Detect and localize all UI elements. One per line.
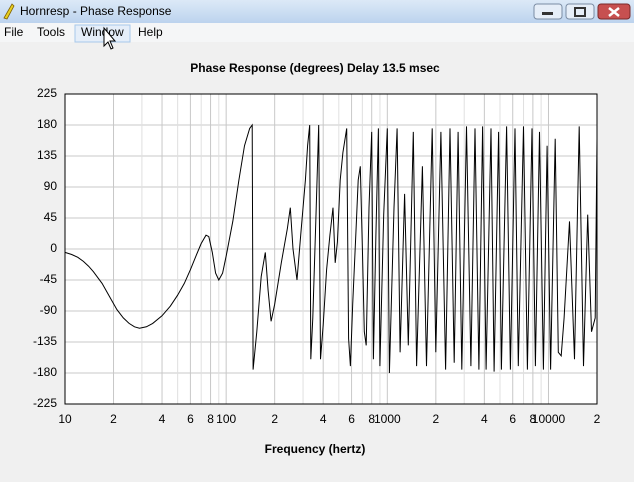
minimize-button[interactable] bbox=[533, 3, 563, 20]
x-tick-label: 2 bbox=[110, 412, 117, 426]
x-tick-label: 2 bbox=[432, 412, 439, 426]
menu-item[interactable]: Help bbox=[138, 25, 163, 39]
y-tick-label: 135 bbox=[37, 148, 57, 162]
x-tick-label: 10 bbox=[58, 412, 72, 426]
x-tick-label: 10000 bbox=[532, 412, 566, 426]
y-tick-label: -225 bbox=[33, 396, 57, 410]
phase-line bbox=[64, 123, 598, 374]
x-tick-label: 4 bbox=[159, 412, 166, 426]
minimize-icon bbox=[542, 12, 553, 15]
x-axis-label: Frequency (hertz) bbox=[265, 442, 366, 456]
y-tick-label: -180 bbox=[33, 365, 57, 379]
x-tick-label: 6 bbox=[348, 412, 355, 426]
x-tick-label: 8 bbox=[207, 412, 214, 426]
x-tick-label: 4 bbox=[481, 412, 488, 426]
y-tick-label: 225 bbox=[37, 86, 57, 100]
x-tick-label: 100 bbox=[216, 412, 236, 426]
window-title: Hornresp - Phase Response bbox=[20, 4, 172, 18]
maximize-button[interactable] bbox=[565, 3, 595, 20]
x-tick-label: 8 bbox=[368, 412, 375, 426]
app-icon bbox=[3, 3, 15, 20]
x-tick-label: 1000 bbox=[374, 412, 401, 426]
x-tick-label: 2 bbox=[594, 412, 601, 426]
menu-highlight bbox=[74, 24, 131, 43]
menu-bar bbox=[0, 23, 634, 42]
x-tick-label: 2 bbox=[271, 412, 278, 426]
y-tick-label: -90 bbox=[40, 303, 58, 317]
x-tick-label: 6 bbox=[187, 412, 194, 426]
y-tick-label: -135 bbox=[33, 334, 57, 348]
y-tick-label: 0 bbox=[50, 241, 57, 255]
y-tick-label: -45 bbox=[40, 272, 58, 286]
cursor bbox=[103, 26, 117, 50]
y-tick-label: 45 bbox=[44, 210, 58, 224]
y-tick-label: 180 bbox=[37, 117, 57, 131]
close-icon bbox=[608, 7, 620, 17]
y-tick-label: 90 bbox=[44, 179, 58, 193]
chart-title: Phase Response (degrees) Delay 13.5 msec bbox=[190, 61, 440, 75]
menu-item[interactable]: File bbox=[4, 25, 24, 39]
x-tick-label: 6 bbox=[509, 412, 516, 426]
menu-item[interactable]: Window bbox=[81, 25, 124, 39]
x-tick-label: 8 bbox=[530, 412, 537, 426]
x-tick-label: 4 bbox=[320, 412, 327, 426]
menu-item[interactable]: Tools bbox=[37, 25, 65, 39]
plot-border bbox=[64, 93, 598, 405]
title-bar bbox=[0, 0, 634, 23]
maximize-icon bbox=[574, 7, 586, 17]
